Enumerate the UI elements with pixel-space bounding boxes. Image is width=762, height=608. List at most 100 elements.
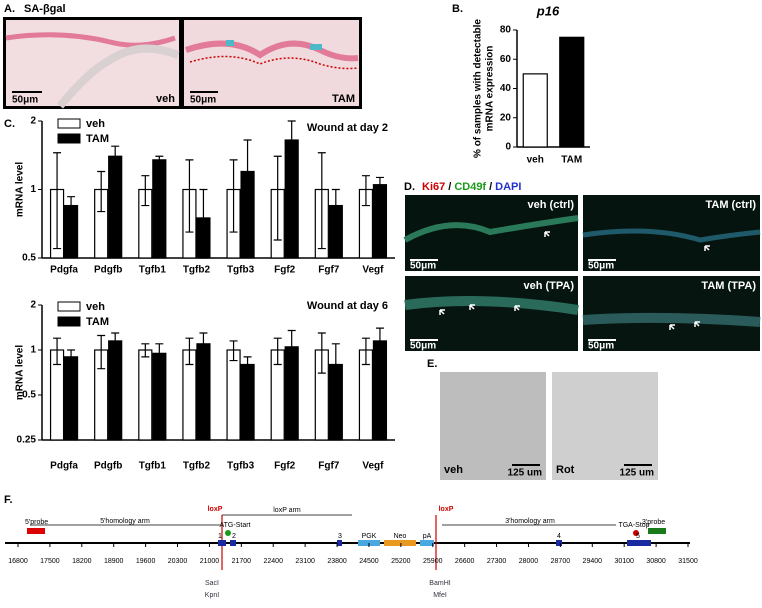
x-tick-label: TAM bbox=[561, 155, 582, 166]
scale-label: 30100 bbox=[614, 558, 634, 565]
bar bbox=[63, 356, 79, 441]
error-bar bbox=[273, 155, 282, 241]
scale-label: 125 um bbox=[508, 468, 543, 479]
error-bar bbox=[185, 337, 194, 366]
y-axis-label: mRNA expression bbox=[485, 46, 496, 132]
cassette-label: PGK bbox=[362, 533, 377, 540]
stop-marker bbox=[633, 530, 639, 536]
exon bbox=[556, 540, 562, 546]
bar bbox=[108, 340, 123, 441]
error-bar bbox=[361, 337, 370, 366]
scale-label: 50μm bbox=[588, 341, 614, 352]
x-tick-label: Pdgfb bbox=[94, 265, 122, 276]
y-axis-label: % of samples with detectable bbox=[473, 19, 484, 158]
scale-label: 50μm bbox=[410, 261, 436, 272]
error-bar bbox=[317, 332, 326, 374]
y-tick-label: 0.5 bbox=[22, 390, 36, 401]
legend-label: veh bbox=[86, 118, 105, 130]
cassette-label: pA bbox=[423, 533, 432, 540]
chart: Wound at day 6 mRNA level 0.25 0.5 1 2 Pdgfa Pd… bbox=[15, 300, 395, 472]
x-tick-label: Fgf7 bbox=[318, 461, 340, 472]
condition: TAM bbox=[332, 93, 355, 105]
chart-title: Wound at day 2 bbox=[307, 122, 388, 134]
tissue bbox=[56, 44, 180, 109]
micrograph bbox=[440, 372, 546, 480]
panel-label: F. bbox=[4, 494, 13, 506]
y-tick-label: 2 bbox=[30, 116, 36, 127]
error-bar bbox=[287, 120, 296, 165]
scale-label: 31500 bbox=[678, 558, 698, 565]
x-tick-label: Tgfb1 bbox=[139, 265, 167, 276]
exon bbox=[230, 540, 236, 546]
scale-label: 29400 bbox=[583, 558, 603, 565]
bar bbox=[196, 343, 211, 441]
condition: veh bbox=[444, 464, 463, 476]
probe-label: 5'probe bbox=[25, 519, 48, 526]
bar bbox=[152, 159, 167, 259]
scale-label: 28700 bbox=[551, 558, 571, 565]
error-bar bbox=[111, 332, 120, 351]
legend-swatch bbox=[57, 301, 81, 312]
error-bar bbox=[199, 332, 208, 358]
x-tick-label: Tgfb2 bbox=[183, 265, 211, 276]
condition: Rot bbox=[556, 464, 575, 476]
exon-label: 4 bbox=[557, 533, 561, 540]
x-tick-label: veh bbox=[527, 155, 544, 166]
error-bar bbox=[375, 327, 384, 358]
y-tick-label: 1 bbox=[30, 345, 36, 356]
y-tick-label: 40 bbox=[500, 83, 512, 94]
error-bar bbox=[243, 356, 252, 374]
micrograph bbox=[405, 276, 578, 351]
stain bbox=[310, 44, 322, 50]
error-bar bbox=[331, 343, 340, 396]
panel-label: C. bbox=[4, 118, 15, 130]
error-bar bbox=[53, 152, 62, 250]
error-bar bbox=[53, 337, 62, 366]
y-tick-label: 0.25 bbox=[17, 435, 37, 446]
panel-label: A. bbox=[4, 3, 15, 15]
tissue bbox=[403, 215, 579, 243]
separator: / bbox=[448, 181, 451, 193]
x-tick-label: Tgfb3 bbox=[227, 461, 255, 472]
tissue bbox=[582, 228, 761, 243]
x-tick-label: Pdgfa bbox=[50, 461, 78, 472]
bar bbox=[138, 349, 153, 441]
bar bbox=[240, 363, 255, 441]
cassette bbox=[384, 540, 416, 546]
x-tick-label: Pdgfa bbox=[50, 265, 78, 276]
chart: Wound at day 2 mRNA level 0.5 1 2 Pdgfa Pdgfb T… bbox=[15, 116, 395, 276]
chart-title: Wound at day 6 bbox=[307, 300, 388, 312]
x-tick-label: Pdgfb bbox=[94, 461, 122, 472]
probe bbox=[27, 528, 45, 534]
micrograph bbox=[552, 372, 658, 480]
exon-label: 2 bbox=[232, 533, 236, 540]
stain: DAPI bbox=[495, 181, 521, 193]
error-bar bbox=[185, 159, 194, 233]
scale-label: 50μm bbox=[12, 95, 38, 106]
error-bar bbox=[317, 152, 326, 250]
image-label: veh (TPA) bbox=[523, 280, 574, 292]
scale-label: 25200 bbox=[391, 558, 411, 565]
y-tick-label: 0 bbox=[505, 142, 511, 153]
panel-title: SA-βgal bbox=[24, 3, 66, 15]
error-bar bbox=[67, 349, 76, 366]
x-tick-label: Tgfb2 bbox=[183, 461, 211, 472]
panel-label: D. bbox=[404, 181, 415, 193]
scale-label: 23100 bbox=[295, 558, 315, 565]
boundary bbox=[189, 55, 359, 70]
scale-label: 21000 bbox=[200, 558, 220, 565]
error-bar bbox=[141, 343, 150, 358]
legend-label: TAM bbox=[86, 316, 109, 328]
x-tick-label: Vegf bbox=[362, 265, 384, 276]
bar bbox=[522, 73, 548, 148]
scale-label: 125 um bbox=[620, 468, 655, 479]
scale-label: 28000 bbox=[519, 558, 539, 565]
legend-swatch bbox=[57, 118, 81, 129]
image-label: TAM (ctrl) bbox=[705, 199, 756, 211]
x-tick-label: Vegf bbox=[362, 461, 384, 472]
site-label: BamHI bbox=[429, 580, 450, 587]
panel-label: B. bbox=[452, 3, 463, 15]
error-bar bbox=[331, 188, 340, 226]
error-bar bbox=[375, 176, 384, 194]
error-bar bbox=[141, 175, 150, 207]
